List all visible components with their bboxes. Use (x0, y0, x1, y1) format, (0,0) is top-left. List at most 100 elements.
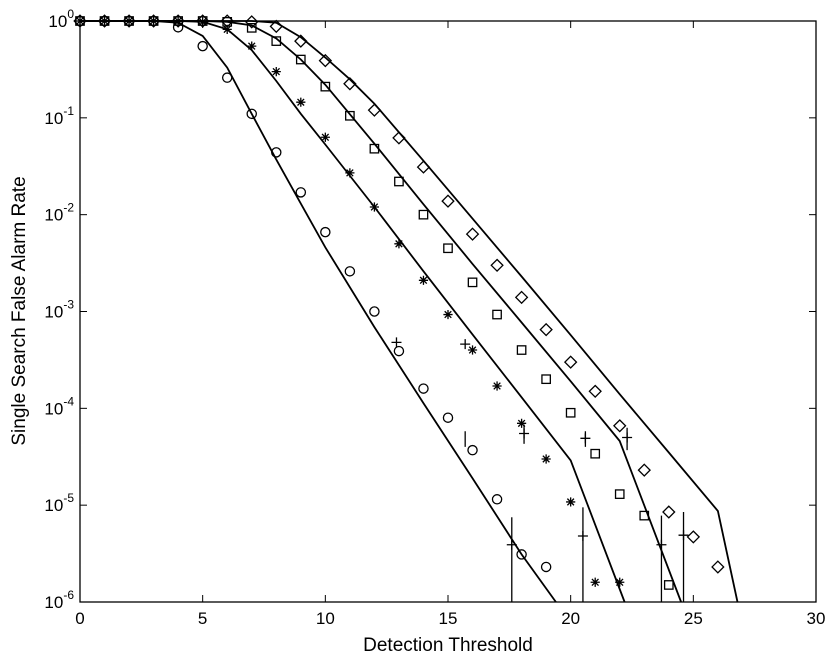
data-markers (73, 14, 725, 590)
y-tick-label: 10-6 (44, 588, 74, 612)
square-marker (99, 16, 110, 26)
circle-marker (344, 266, 356, 277)
x-tick-label: 15 (439, 609, 458, 628)
diamond-marker (416, 160, 431, 174)
circle-marker (491, 494, 503, 505)
diamond-marker (294, 34, 308, 48)
x-tick-label: 0 (75, 609, 84, 628)
x-tick-label: 10 (316, 609, 335, 628)
circle-marker (271, 147, 282, 158)
square-marker (246, 22, 257, 33)
circle-marker (221, 72, 233, 83)
diamond-marker (269, 19, 283, 34)
asterisk-marker (345, 168, 355, 178)
plus-marker (678, 530, 689, 541)
diamond-marker (539, 322, 553, 337)
asterisk-marker (222, 24, 232, 34)
asterisk-marker (517, 418, 527, 428)
diamond-marker (563, 355, 578, 369)
diamond-marker (367, 103, 382, 117)
plus-marker (391, 337, 402, 348)
diamond-marker (711, 560, 725, 574)
square-marker (320, 81, 331, 92)
square-marker (492, 309, 502, 320)
square-marker (565, 407, 576, 418)
diamond-marker (97, 14, 112, 28)
square-marker (418, 209, 429, 220)
asterisk-marker (99, 16, 110, 26)
plus-marker (577, 531, 588, 542)
y-tick-label: 10-1 (44, 104, 74, 128)
square-marker (516, 345, 527, 355)
diamond-marker (613, 419, 627, 433)
square-marker (467, 277, 478, 288)
y-tick-label: 100 (48, 7, 74, 31)
y-tick-label: 10-2 (44, 201, 74, 225)
square-marker (443, 243, 453, 254)
asterisk-marker (271, 67, 281, 77)
asterisk-marker (394, 239, 404, 249)
asterisk-marker (467, 345, 478, 355)
circle-marker (516, 549, 527, 560)
diamond-marker (490, 258, 504, 273)
diamond-marker (343, 77, 357, 91)
circle-marker (540, 561, 552, 573)
square-marker (394, 176, 404, 187)
asterisk-marker (296, 97, 306, 107)
square-marker (271, 36, 282, 46)
diamond-marker (220, 14, 234, 28)
plus-marker (460, 339, 471, 350)
asterisk-marker (541, 454, 551, 464)
plus-marker (580, 433, 591, 444)
diamond-marker (122, 14, 136, 28)
circle-marker (197, 40, 208, 52)
diamond-marker (465, 227, 480, 241)
x-tick-label: 30 (807, 609, 826, 628)
diamond-marker (441, 194, 455, 208)
y-tick-label: 10-3 (44, 298, 74, 322)
x-axis-title: Detection Threshold (363, 635, 533, 656)
circle-marker (418, 383, 429, 394)
asterisk-marker (173, 16, 183, 26)
plus-marker (622, 432, 633, 443)
diamond-marker (392, 131, 406, 145)
asterisk-marker (320, 132, 330, 142)
square-marker (541, 374, 551, 385)
diamond-marker (588, 384, 602, 399)
asterisk-marker (492, 381, 502, 391)
asterisk-marker (124, 16, 134, 26)
diamond-marker (146, 14, 161, 28)
asterisk-marker (149, 16, 159, 26)
diamond-marker (514, 290, 529, 305)
y-tick-label: 10-5 (44, 491, 74, 515)
square-marker (639, 510, 650, 521)
x-tick-label: 20 (561, 609, 580, 628)
circle-marker (467, 444, 478, 456)
circle-marker (320, 226, 331, 238)
circle-marker (246, 108, 257, 120)
circle-marker (393, 345, 405, 357)
diamond-marker (245, 15, 259, 29)
square-marker (590, 448, 601, 459)
circle-marker (369, 306, 380, 317)
circle-marker (442, 412, 454, 423)
diamond-marker (318, 53, 333, 68)
square-marker (345, 110, 355, 121)
square-marker (614, 489, 625, 499)
axis-ticks: 0 5 10 15 20 25 30 100 10-1 10-2 10-3 10-4 10-5 10-6 (44, 7, 825, 628)
diamond-marker (662, 505, 676, 519)
square-marker (148, 16, 159, 26)
x-tick-label: 5 (198, 609, 207, 628)
asterisk-marker (247, 41, 257, 51)
square-marker (173, 16, 183, 26)
asterisk-marker (443, 309, 453, 320)
diamond-marker (171, 14, 185, 28)
asterisk-marker (566, 497, 576, 507)
square-marker (663, 580, 674, 590)
asterisk-marker (418, 275, 429, 285)
asterisk-marker (590, 577, 600, 587)
y-axis-title: Single Search False Alarm Rate (9, 176, 30, 445)
diamond-marker (637, 463, 651, 477)
x-tick-label: 25 (684, 609, 703, 628)
